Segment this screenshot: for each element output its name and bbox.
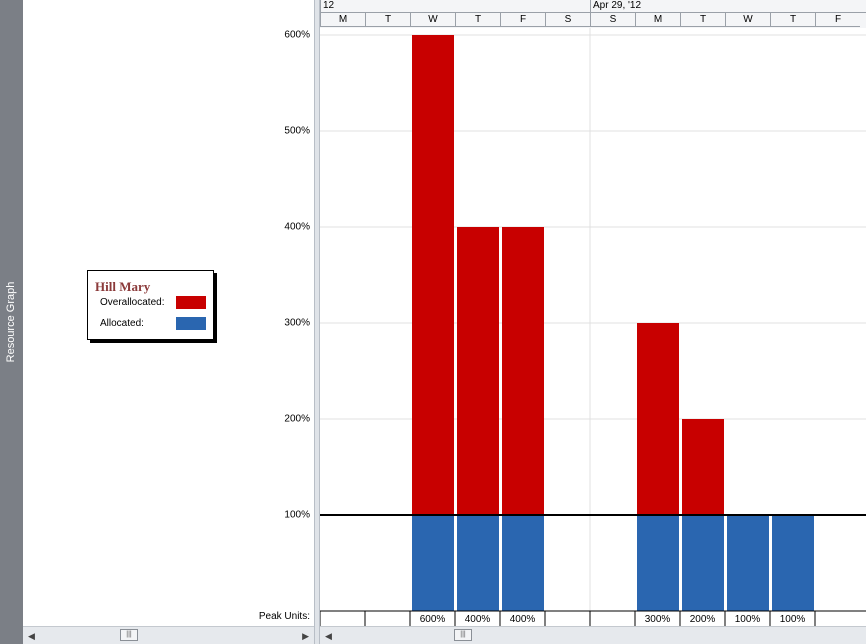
timescale-day: T bbox=[770, 13, 815, 27]
timescale-day: W bbox=[725, 13, 770, 27]
scroll-left-icon[interactable]: ◀ bbox=[28, 631, 35, 641]
y-tick-label: 100% bbox=[284, 509, 310, 521]
scroll-left-icon[interactable]: ◀ bbox=[325, 631, 332, 641]
peak-units-label: Peak Units: bbox=[258, 611, 310, 622]
allocated-bar bbox=[727, 515, 769, 611]
timescale-week-previous: 12 bbox=[320, 0, 590, 13]
legend-resource-name: Hill Mary bbox=[95, 279, 151, 294]
y-tick-label: 400% bbox=[284, 221, 310, 233]
sidebar-title: Resource Graph bbox=[5, 281, 17, 363]
y-tick-label: 300% bbox=[284, 317, 310, 329]
peak-units-value: 200% bbox=[690, 614, 716, 625]
legend-allocated-swatch bbox=[176, 317, 206, 330]
y-tick-label: 600% bbox=[284, 29, 310, 41]
scroll-thumb[interactable]: ||| bbox=[120, 629, 138, 641]
timescale-day: T bbox=[365, 13, 410, 27]
timescale-day: M bbox=[635, 13, 680, 27]
y-tick-label: 500% bbox=[284, 125, 310, 137]
timescale-day: F bbox=[815, 13, 860, 27]
overallocated-bar bbox=[682, 419, 724, 515]
timescale-day: S bbox=[590, 13, 635, 27]
peak-units-value: 400% bbox=[510, 614, 536, 625]
timescale-day: F bbox=[500, 13, 545, 27]
timescale-day: S bbox=[545, 13, 590, 27]
resource-graph-sidebar: Resource Graph bbox=[0, 0, 23, 644]
peak-units-value: 100% bbox=[780, 614, 806, 625]
timescale-day: M bbox=[320, 13, 365, 27]
overallocated-bar bbox=[457, 227, 499, 515]
overallocated-bar bbox=[637, 323, 679, 515]
allocated-bar bbox=[682, 515, 724, 611]
scroll-thumb[interactable]: ||| bbox=[454, 629, 472, 641]
legend-allocated-label: Allocated: bbox=[100, 318, 144, 329]
peak-units-value: 300% bbox=[645, 614, 671, 625]
timescale-day: T bbox=[680, 13, 725, 27]
left-horizontal-scrollbar[interactable]: ◀ ||| ▶ bbox=[23, 626, 314, 644]
resource-graph-chart: 600% 400% 400% 300% 200% 100% 100% bbox=[320, 28, 866, 626]
peak-units-value: 600% bbox=[420, 614, 446, 625]
overallocated-bar bbox=[412, 35, 454, 515]
allocated-bar bbox=[637, 515, 679, 611]
chart-horizontal-scrollbar[interactable]: ◀ ||| bbox=[320, 626, 866, 644]
allocated-bar bbox=[457, 515, 499, 611]
y-tick-label: 200% bbox=[284, 413, 310, 425]
allocated-bar bbox=[412, 515, 454, 611]
timescale-day: T bbox=[455, 13, 500, 27]
timescale-week-apr29: Apr 29, '12 bbox=[590, 0, 866, 13]
allocated-bar bbox=[772, 515, 814, 611]
allocated-bar bbox=[502, 515, 544, 611]
peak-units-value: 100% bbox=[735, 614, 761, 625]
peak-units-value: 400% bbox=[465, 614, 491, 625]
timescale-day: W bbox=[410, 13, 455, 27]
legend-overallocated-swatch bbox=[176, 296, 206, 309]
scroll-right-icon[interactable]: ▶ bbox=[302, 631, 309, 641]
resource-legend: Hill Mary Overallocated: Allocated: bbox=[87, 270, 214, 340]
overallocated-bar bbox=[502, 227, 544, 515]
legend-overallocated-label: Overallocated: bbox=[100, 297, 165, 308]
pane-splitter[interactable] bbox=[314, 0, 320, 644]
